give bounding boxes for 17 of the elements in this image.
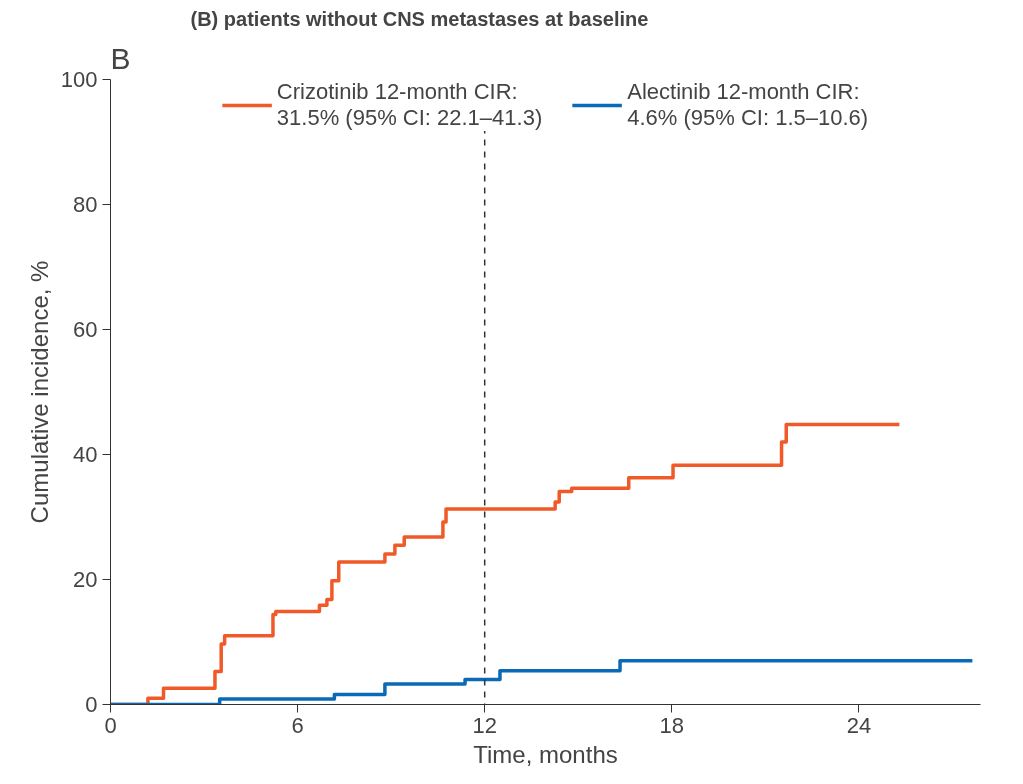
text: B <box>110 41 131 75</box>
x-axis-title: Time, months <box>473 740 618 768</box>
y-tick-label: 40 <box>73 442 98 467</box>
legend-label: Alectinib 12-month CIR: 4.6% (95% CI: 1.5–10.6) <box>627 79 869 131</box>
x-tick-label: 18 <box>659 712 685 738</box>
x-tick-label: 0 <box>104 712 117 738</box>
legend-label: Crizotinib 12-month CIR: 31.5% (95% CI: 22.1–41.3) <box>276 79 543 131</box>
y-tick-label: 80 <box>73 192 98 217</box>
x-tick-label: 24 <box>846 712 872 738</box>
y-tick-label: 20 <box>73 567 98 592</box>
y-tick-label: 60 <box>73 317 98 342</box>
y-tick-label: 0 <box>85 692 98 717</box>
chart-title: (B) patients without CNS metastases at baseline <box>190 7 649 30</box>
x-tick-label: 12 <box>472 712 497 738</box>
y-axis-title: Cumulative incidence, % <box>25 260 53 524</box>
x-tick-label: 6 <box>291 712 304 738</box>
y-tick-label: 100 <box>60 67 98 92</box>
